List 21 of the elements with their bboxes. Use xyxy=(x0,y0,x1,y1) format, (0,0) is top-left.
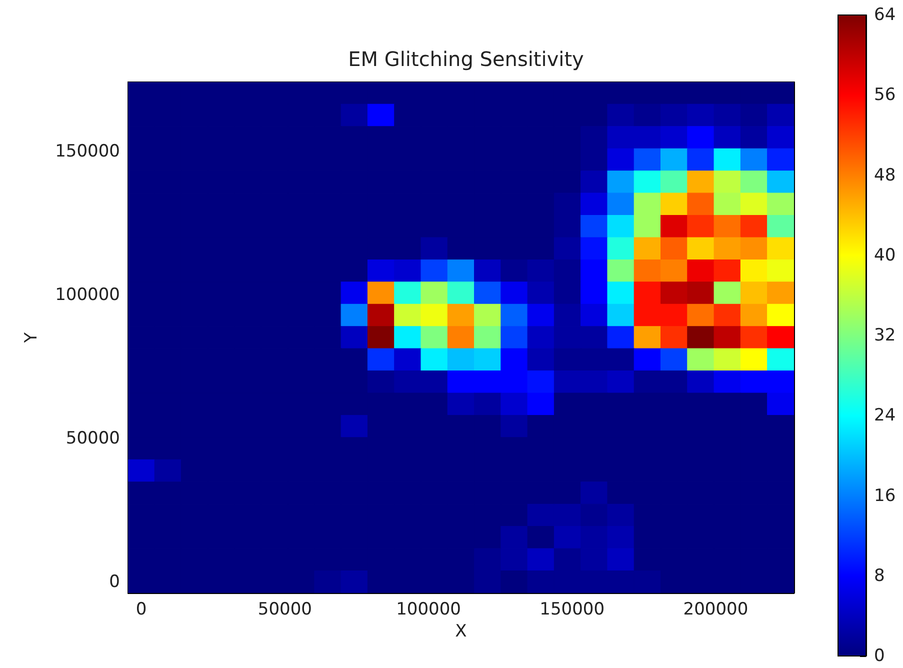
color-bar-label: 64 xyxy=(874,5,896,25)
color-bar-label: 8 xyxy=(874,566,885,586)
x-tick-label: 50000 xyxy=(258,600,312,620)
y-axis-title: Y xyxy=(22,332,42,344)
chart-title: EM Glitching Sensitivity xyxy=(348,47,584,71)
x-tick-label: 0 xyxy=(136,600,147,620)
x-tick-label: 200000 xyxy=(683,600,748,620)
color-bar-label: 32 xyxy=(874,326,896,346)
color-bar-label: 0 xyxy=(874,646,885,666)
y-tick-label: 150000 xyxy=(55,141,120,162)
y-tick-label: 50000 xyxy=(66,428,120,448)
y-tick-label: 0 xyxy=(109,572,120,592)
x-tick-label: 100000 xyxy=(396,600,461,620)
color-bar-label: 16 xyxy=(874,486,896,506)
color-bar-label: 56 xyxy=(874,85,896,106)
x-axis-title: X xyxy=(455,622,468,642)
color-bar-label: 40 xyxy=(874,245,896,266)
color-bar-label: 24 xyxy=(874,406,896,426)
x-tick-label: 150000 xyxy=(540,600,605,620)
y-tick-label: 100000 xyxy=(55,284,120,305)
color-bar-label: 48 xyxy=(874,165,896,186)
